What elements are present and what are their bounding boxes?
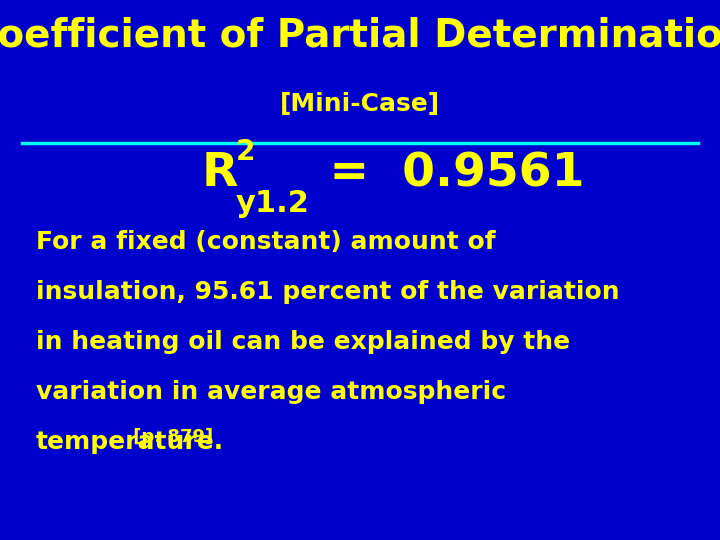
Text: =  0.9561: = 0.9561 — [313, 151, 585, 197]
Text: [Mini-Case]: [Mini-Case] — [280, 92, 440, 116]
Text: variation in average atmospheric: variation in average atmospheric — [36, 380, 506, 404]
Text: in heating oil can be explained by the: in heating oil can be explained by the — [36, 330, 570, 354]
Text: insulation, 95.61 percent of the variation: insulation, 95.61 percent of the variati… — [36, 280, 620, 303]
Text: 2: 2 — [236, 138, 256, 166]
Text: [p. 879]: [p. 879] — [127, 428, 213, 445]
Text: temperature.: temperature. — [36, 430, 224, 454]
Text: y1.2: y1.2 — [236, 189, 310, 218]
Text: For a fixed (constant) amount of: For a fixed (constant) amount of — [36, 230, 495, 253]
Text: Coefficient of Partial Determination: Coefficient of Partial Determination — [0, 16, 720, 54]
Text: R: R — [202, 151, 238, 197]
